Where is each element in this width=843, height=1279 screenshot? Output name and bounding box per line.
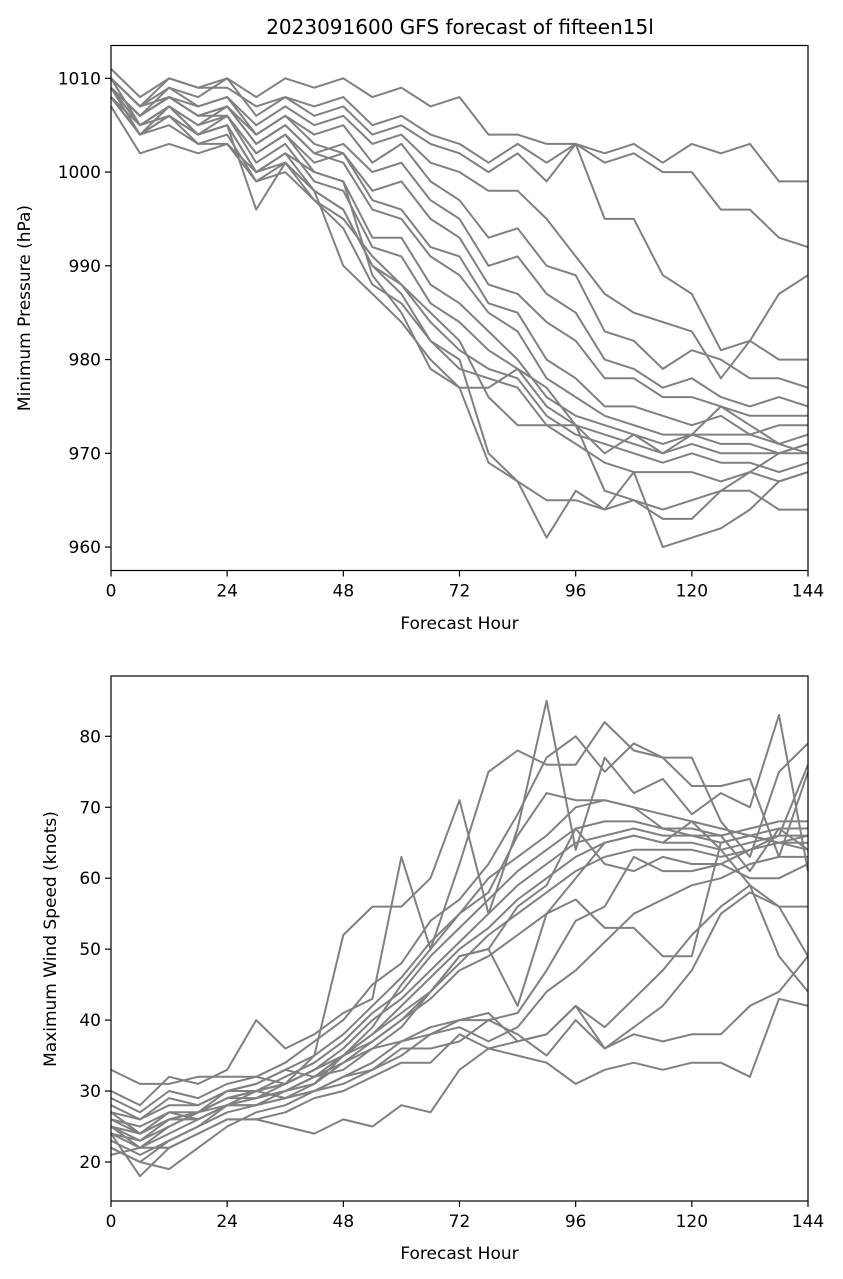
wind-x-tick-label: 0	[106, 1212, 117, 1232]
pressure-y-tick-label: 990	[69, 257, 101, 277]
wind-member-line-17	[110, 997, 809, 1156]
wind-member-line-6	[110, 827, 808, 1128]
wind-series-layer	[110, 699, 809, 1178]
pressure-member-line-13	[110, 96, 809, 483]
pressure-x-tick-label: 120	[676, 582, 708, 602]
pressure-y-tick-label: 960	[69, 538, 101, 558]
wind-y-tick-label: 60	[79, 869, 101, 889]
pressure-y-tick-label: 1010	[58, 69, 101, 89]
pressure-x-tick-label: 72	[449, 582, 471, 602]
wind-x-tick-label: 24	[216, 1212, 238, 1232]
wind-member-line-14	[110, 855, 808, 1156]
pressure-y-axis: 960 970 980 990 1000 1010	[58, 69, 111, 558]
pressure-member-line-14	[110, 87, 809, 455]
pressure-x-tick-label: 0	[106, 582, 117, 602]
wind-y-axis-label: Maximum Wind Speed (knots)	[41, 811, 61, 1067]
pressure-member-line-17	[110, 96, 808, 511]
wind-plot-frame	[110, 675, 809, 1202]
pressure-y-axis-label: Minimum Pressure (hPa)	[15, 205, 35, 411]
wind-x-tick-label: 48	[333, 1212, 355, 1232]
wind-x-tick-label: 144	[792, 1212, 824, 1232]
wind-y-tick-label: 80	[79, 727, 101, 747]
wind-y-tick-label: 30	[79, 1082, 101, 1102]
pressure-y-tick-label: 980	[69, 351, 101, 371]
wind-chart: 0 24 48 72 96 120 144 20 30 40 50 60 70 80 Forecast …	[41, 675, 824, 1264]
wind-y-tick-label: 70	[79, 798, 101, 818]
wind-y-tick-label: 20	[79, 1153, 101, 1173]
pressure-member-line-16	[110, 87, 809, 549]
wind-member-line-3	[110, 735, 809, 1114]
wind-x-tick-label: 72	[449, 1212, 471, 1232]
pressure-x-axis: 0 24 48 72 96 120 144	[106, 570, 824, 602]
pressure-x-axis-label: Forecast Hour	[400, 614, 518, 634]
wind-member-line-1	[110, 699, 809, 1085]
pressure-x-tick-label: 48	[333, 582, 355, 602]
wind-member-line-18	[110, 955, 809, 1135]
pressure-member-line-2	[110, 77, 809, 249]
wind-member-line-15	[110, 891, 809, 1171]
wind-member-line-10	[110, 827, 809, 1149]
wind-x-axis-label: Forecast Hour	[400, 1244, 518, 1264]
pressure-series-layer	[110, 68, 809, 549]
wind-member-line-12	[110, 834, 809, 1142]
pressure-y-tick-label: 970	[69, 444, 101, 464]
wind-member-line-2	[110, 721, 809, 1107]
pressure-x-tick-label: 24	[216, 582, 238, 602]
pressure-x-tick-label: 96	[565, 582, 587, 602]
wind-y-axis: 20 30 40 50 60 70 80	[79, 727, 111, 1173]
pressure-x-tick-label: 144	[792, 582, 824, 602]
chart-title: 2023091600 GFS forecast of fifteen15l	[266, 15, 654, 39]
pressure-member-line-3	[110, 77, 809, 352]
wind-y-tick-label: 40	[79, 1011, 101, 1031]
wind-x-tick-label: 96	[565, 1212, 587, 1232]
pressure-member-line-11	[110, 86, 808, 455]
wind-y-tick-label: 50	[79, 940, 101, 960]
wind-x-tick-label: 120	[676, 1212, 708, 1232]
pressure-y-tick-label: 1000	[58, 163, 101, 183]
pressure-chart: 2023091600 GFS forecast of fifteen15l 0 2…	[15, 15, 824, 634]
pressure-member-line-8	[110, 77, 808, 436]
wind-x-axis: 0 24 48 72 96 120 144	[106, 1201, 824, 1232]
